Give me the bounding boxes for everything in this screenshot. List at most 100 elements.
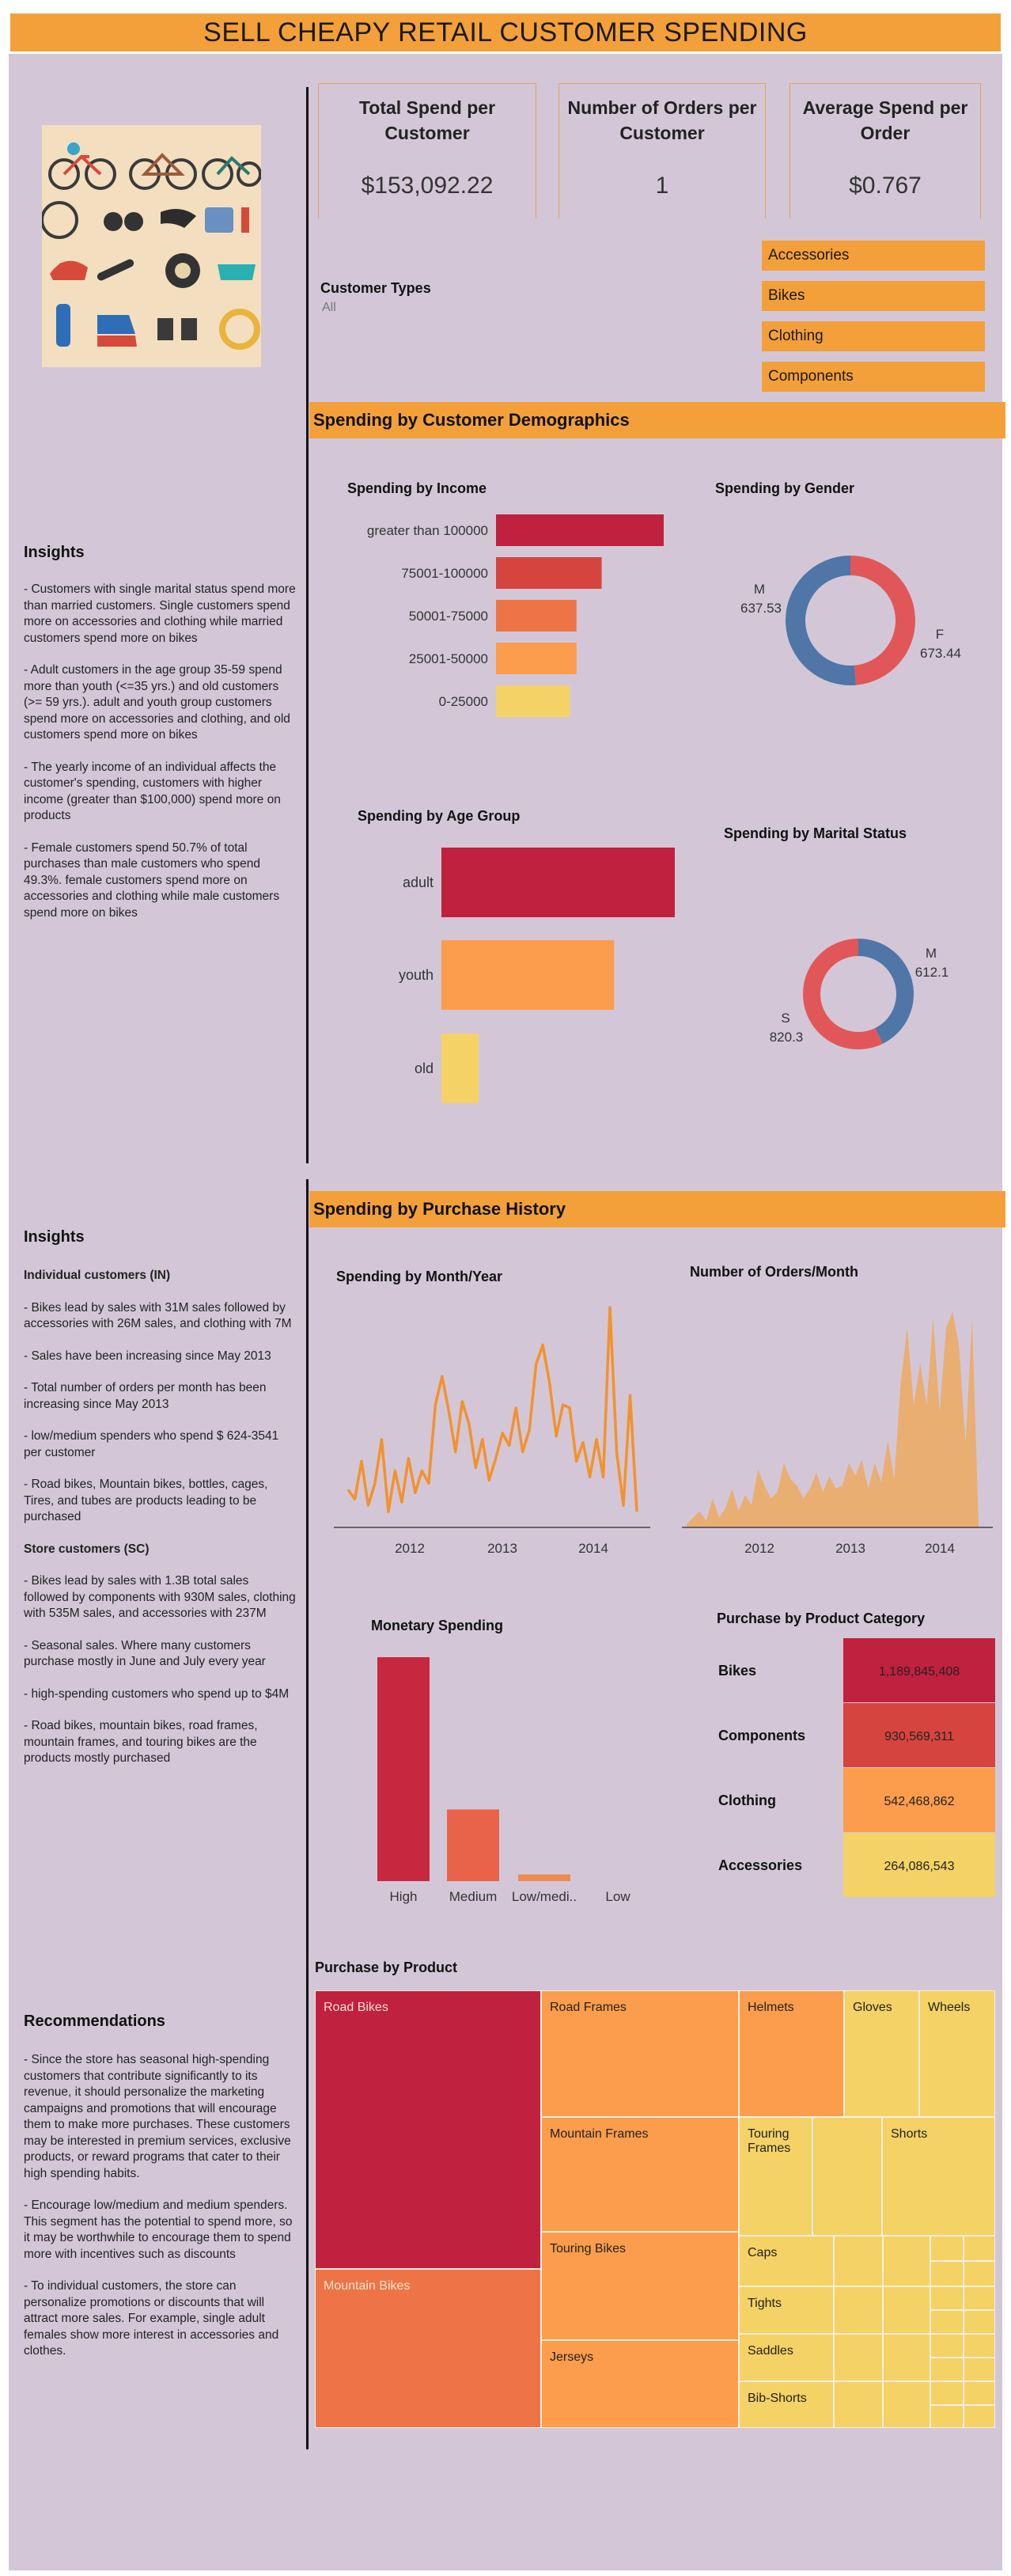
category-cell	[843, 1703, 995, 1767]
treemap-tile-mountain-frames: Mountain Frames	[541, 2117, 739, 2232]
marital-value: 820.3	[770, 1030, 804, 1045]
product-treemap: Road Bikes Mountain Bikes Road Frames Mount…	[315, 1990, 995, 2428]
category-button-clothing[interactable]: Clothing	[762, 321, 985, 351]
monetary-label: Low/medi..	[512, 1889, 577, 1904]
category-value: 930,569,311	[884, 1730, 954, 1743]
x-tick-label: 2012	[395, 1541, 425, 1556]
title-bar	[10, 13, 1001, 51]
customer-types-filter[interactable]: All	[322, 301, 336, 314]
vertical-divider	[306, 1179, 309, 2449]
customer-types-filter-label: Customer Types	[320, 280, 431, 296]
treemap-tile	[964, 2236, 995, 2261]
category-button-accessories[interactable]: Accessories	[762, 241, 985, 271]
income-label: 0-25000	[439, 694, 488, 709]
vertical-divider	[306, 87, 309, 1163]
chart-title: Spending by Marital Status	[724, 825, 907, 841]
kpi-label: Total Spend per Customer	[358, 97, 496, 143]
income-bar	[496, 685, 570, 717]
category-cell	[843, 1768, 995, 1832]
recommendations-text: - Since the store has seasonal high-spen…	[24, 2052, 297, 2376]
income-bar	[496, 514, 664, 546]
treemap-tile	[883, 2236, 930, 2286]
monetary-bar	[377, 1657, 430, 1881]
insight-text: - Seasonal sales. Where many customers p…	[24, 1638, 266, 1669]
insight-text: - Total number of orders per month has b…	[24, 1381, 267, 1411]
category-value: 264,086,543	[884, 1860, 955, 1873]
category-button-components[interactable]: Components	[762, 362, 985, 392]
x-tick-label: 2012	[744, 1541, 774, 1556]
recommendation-text: - Encourage low/medium and medium spende…	[24, 2199, 293, 2261]
x-tick-label: 2013	[487, 1541, 517, 1556]
treemap-tile-shorts: Shorts	[882, 2117, 995, 2236]
orders-area	[687, 1311, 979, 1527]
gender-label: F	[936, 627, 944, 642]
insights-demographics: - Customers with single marital status s…	[24, 582, 297, 937]
income-bar	[496, 643, 577, 674]
treemap-tile-bib-shorts: Bib-Shorts	[739, 2381, 834, 2428]
treemap-tile	[930, 2310, 964, 2334]
kpi-value: $0.767	[849, 173, 922, 199]
kpi-value: $153,092.22	[361, 173, 494, 199]
marital-label: S	[781, 1011, 789, 1026]
category-button-bikes[interactable]: Bikes	[762, 281, 985, 311]
age-label: adult	[403, 874, 434, 890]
insight-subheading: Individual customers (IN)	[24, 1269, 171, 1282]
treemap-tile	[834, 2236, 883, 2286]
kpi-label: Number of Orders per Customer	[567, 97, 757, 143]
age-label: old	[415, 1060, 434, 1076]
insight-text: - low/medium spenders who spend $ 624-35…	[24, 1429, 279, 1459]
income-label: 25001-50000	[409, 651, 488, 666]
category-label: Accessories	[718, 1857, 802, 1873]
treemap-tile-road-bikes: Road Bikes	[315, 1990, 541, 2269]
kpi-orders-per-customer: Number of Orders per Customer 1	[559, 83, 766, 218]
treemap-tile-mountain-bikes: Mountain Bikes	[315, 2269, 541, 2428]
insights-purchase-history: Individual customers (IN) - Bikes lead b…	[24, 1268, 297, 1783]
treemap-tile	[834, 2381, 883, 2428]
x-tick-label: 2014	[925, 1541, 955, 1556]
recommendations-heading: Recommendations	[24, 2013, 165, 2030]
insight-text: - Road bikes, Mountain bikes, bottles, c…	[24, 1478, 268, 1523]
category-value: 1,189,845,408	[879, 1665, 960, 1679]
treemap-tile	[883, 2334, 930, 2381]
bike-accessories-image	[42, 125, 261, 367]
recommendation-text: - To individual customers, the store can…	[24, 2279, 279, 2358]
insight-text: - high-spending customers who spend up t…	[24, 1686, 290, 1701]
treemap-tile	[964, 2286, 995, 2310]
treemap-tile	[964, 2310, 995, 2334]
gender-slice	[786, 556, 857, 685]
section-title: Spending by Purchase History	[313, 1199, 566, 1219]
monetary-bar	[447, 1809, 499, 1881]
kpi-label: Average Spend per Order	[802, 97, 968, 143]
gender-slice	[850, 556, 916, 685]
age-label: youth	[399, 967, 434, 983]
category-cell	[843, 1833, 995, 1897]
chart-title: Spending by Month/Year	[336, 1269, 503, 1284]
treemap-tile	[883, 2286, 930, 2334]
treemap-tile	[964, 2334, 995, 2358]
insight-text: - Bikes lead by sales with 31M sales fol…	[24, 1300, 292, 1331]
treemap-tile	[930, 2286, 964, 2310]
treemap-tile	[964, 2261, 995, 2286]
treemap-tile-caps: Caps	[739, 2236, 834, 2286]
kpi-total-spend: Total Spend per Customer $153,092.22	[318, 83, 536, 218]
income-label: 50001-75000	[409, 609, 488, 624]
treemap-tile-helmets: Helmets	[739, 1990, 844, 2117]
treemap-tile	[834, 2334, 883, 2381]
gender-label: M	[754, 582, 765, 597]
age-bar	[441, 848, 675, 917]
treemap-tile-touring-bikes: Touring Bikes	[541, 2232, 739, 2340]
treemap-tile	[834, 2286, 883, 2334]
treemap-tile-touring-frames: Touring Frames	[739, 2117, 812, 2236]
treemap-tile	[930, 2261, 964, 2286]
chart-title: Monetary Spending	[371, 1618, 504, 1633]
marital-slice	[803, 939, 883, 1049]
insight-text: - Road bikes, mountain bikes, road frame…	[24, 1719, 258, 1765]
insight-text: - Adult customers in the age group 35-59…	[24, 663, 290, 742]
chart-title: Purchase by Product	[315, 1960, 458, 1975]
insights-heading: Insights	[24, 544, 85, 561]
x-tick-label: 2014	[578, 1541, 608, 1556]
dashboard-title: SELL CHEAPY RETAIL CUSTOMER SPENDING	[203, 17, 808, 47]
marital-slice	[858, 939, 914, 1044]
marital-label: M	[926, 946, 937, 961]
